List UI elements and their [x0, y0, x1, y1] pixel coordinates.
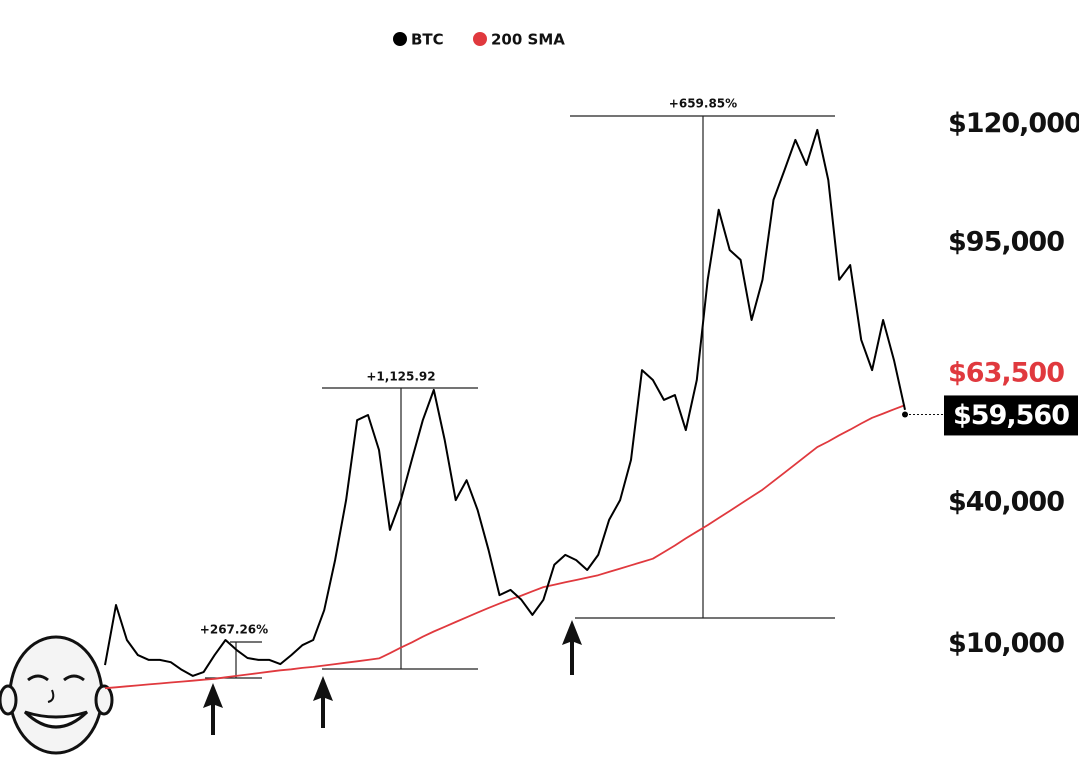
- price-label: $63,500: [948, 357, 1064, 388]
- series-line: [104, 404, 906, 690]
- price-label: $59,560: [953, 400, 1069, 431]
- annotation: +659.85%: [669, 97, 737, 111]
- y-tick-label: $10,000: [948, 628, 1064, 659]
- series-line: [104, 128, 906, 677]
- y-tick-label: $120,000: [948, 108, 1079, 139]
- y-tick-label: $95,000: [948, 226, 1064, 257]
- legend-label: 200 SMA: [491, 31, 565, 49]
- face-icon: [0, 635, 114, 755]
- price-box: [944, 395, 1078, 436]
- measure-3: +659.85%: [570, 97, 835, 619]
- measure-2: +1,125.92: [322, 370, 478, 670]
- legend-dot: [473, 32, 487, 46]
- annotation: +267.26%: [200, 623, 268, 637]
- arrows: [203, 620, 582, 735]
- annotation: +1,125.92: [366, 370, 435, 384]
- legend-dot: [393, 32, 407, 46]
- legend-label: BTC: [411, 31, 444, 49]
- measure-1: +267.26%: [200, 623, 268, 679]
- y-tick-label: $40,000: [948, 486, 1064, 517]
